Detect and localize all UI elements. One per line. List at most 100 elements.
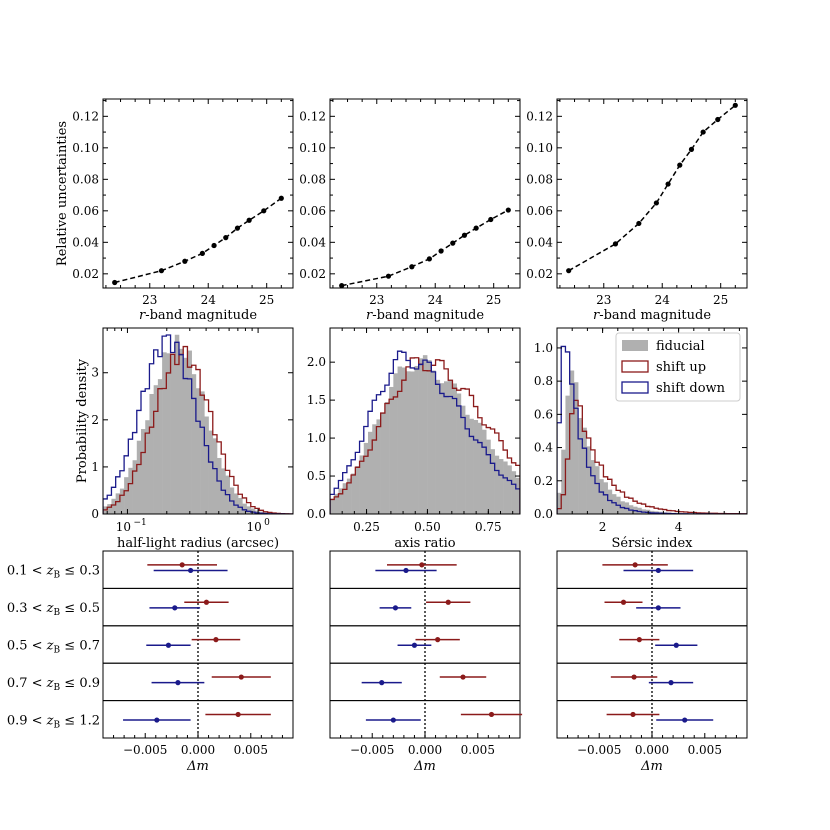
fiducial-bar xyxy=(444,381,449,514)
fiducial-bar xyxy=(389,386,394,514)
histogram-bars xyxy=(330,350,520,514)
fiducial-bar xyxy=(166,353,171,514)
shift-up-point xyxy=(630,711,636,718)
shift-up-point xyxy=(203,599,210,605)
x-tick-label: 23 xyxy=(596,293,611,307)
x-axis-label: Δm xyxy=(413,759,436,774)
uncertainty-line xyxy=(341,209,509,287)
y-tick-label: 0.06 xyxy=(72,204,99,218)
y-tick-label: 1.0 xyxy=(534,341,553,355)
fiducial-bar xyxy=(250,508,256,514)
y-tick-label: 0.8 xyxy=(534,374,553,388)
uncertainty-point xyxy=(566,268,572,274)
fiducial-bar xyxy=(149,393,154,514)
x-tick-label: 23 xyxy=(142,293,157,307)
fiducial-bar xyxy=(397,366,403,514)
fiducial-bar xyxy=(473,420,479,514)
x-tick-label: 0.005 xyxy=(234,743,268,757)
fiducial-bar xyxy=(569,370,575,514)
shift-down-point xyxy=(172,605,178,611)
legend-swatch-fiducial xyxy=(622,340,648,351)
fiducial-bar xyxy=(111,498,116,514)
x-tick-label: 24 xyxy=(201,293,217,307)
y-tick-label: 0.4 xyxy=(534,441,553,455)
shift-down-point xyxy=(403,567,409,574)
fiducial-bar xyxy=(330,498,335,514)
legend: fiducial shift up shift down xyxy=(615,332,741,402)
fiducial-bar xyxy=(368,431,373,514)
shift-up-point xyxy=(179,562,185,568)
fiducial-bar xyxy=(170,354,176,514)
fiducial-bar xyxy=(153,385,159,514)
y-tick-label: 0.02 xyxy=(526,267,553,281)
fiducial-bar xyxy=(486,439,491,514)
fiducial-bar xyxy=(376,419,381,514)
fiducial-bar xyxy=(557,492,562,514)
fiducial-bar xyxy=(393,373,398,514)
x-tick-label: 25 xyxy=(259,293,274,307)
shift-down-point xyxy=(390,717,396,723)
x-tick-label: 4 xyxy=(675,520,683,534)
fiducial-bar xyxy=(342,483,348,514)
fiducial-bar xyxy=(132,460,138,514)
fiducial-bar xyxy=(406,371,411,514)
uncertainty-point xyxy=(261,208,267,214)
fiducial-bar xyxy=(401,367,407,514)
y-tick-label: 0.02 xyxy=(72,267,99,281)
x-axis-label: Δm xyxy=(640,759,663,774)
y-tick-label: 0.5 xyxy=(307,469,326,483)
fiducial-bar xyxy=(334,493,339,514)
fiducial-bar xyxy=(238,497,243,514)
uncertainty-panel: 0.02 0.04 0.06 0.08 0.10 0.12 23 24 25r-band mag… xyxy=(299,98,521,323)
fiducial-bar xyxy=(494,455,500,514)
fiducial-bar xyxy=(187,350,192,514)
shift-down-histogram xyxy=(330,350,520,514)
fiducial-bar xyxy=(115,493,121,514)
fiducial-bar xyxy=(590,460,596,514)
x-tick-label: 0.005 xyxy=(461,743,495,757)
uncertainty-point xyxy=(732,102,738,108)
fiducial-bar xyxy=(460,405,466,514)
fiducial-bar xyxy=(107,504,112,514)
fiducial-bar xyxy=(217,457,222,514)
uncertainty-point xyxy=(385,273,392,279)
uncertainty-point xyxy=(665,181,671,187)
legend-swatch-shift-up xyxy=(621,360,649,373)
y-tick-label: 2.0 xyxy=(307,355,326,369)
fiducial-bar xyxy=(145,420,150,514)
uncertainty-point xyxy=(278,195,284,201)
uncertainty-point xyxy=(182,258,188,264)
fiducial-bar xyxy=(456,393,462,514)
fiducial-bar xyxy=(498,459,504,514)
x-axis-label: r-band magnitude xyxy=(593,308,711,323)
fiducial-bar xyxy=(507,465,512,514)
x-tick-label: 25 xyxy=(713,293,728,307)
uncertainty-point xyxy=(199,250,205,256)
shift-down-point xyxy=(655,605,661,611)
x-tick-label: 25 xyxy=(486,293,501,307)
fiducial-bar xyxy=(359,455,365,514)
x-tick-label: 0.25 xyxy=(353,520,380,534)
shift-up-point xyxy=(488,711,495,718)
fiducial-bar xyxy=(586,446,592,514)
shift-down-point xyxy=(175,680,181,686)
y-tick-label: 3 xyxy=(91,366,99,380)
fiducial-bar xyxy=(595,466,600,514)
y-tick-label: 1.5 xyxy=(307,393,326,407)
shift-up-point xyxy=(435,637,441,643)
shift-down-point xyxy=(411,642,418,648)
legend-label: fiducial xyxy=(656,339,705,354)
x-tick-label: 10 xyxy=(116,520,131,534)
uncertainty-point xyxy=(426,256,432,262)
shift-up-histogram xyxy=(103,345,293,514)
x-axis-label: Δm xyxy=(186,759,209,774)
uncertainty-point xyxy=(636,220,642,227)
fiducial-bar xyxy=(363,442,369,514)
legend-swatch-shift-down xyxy=(621,381,649,394)
uncertainty-point xyxy=(612,241,619,247)
uncertainty-point xyxy=(488,216,494,223)
fiducial-bar xyxy=(603,482,608,514)
histogram-panel: 0.0 0.5 1.0 1.5 2.0 0.25 0.50 0.75 axis ratio xyxy=(307,327,521,551)
y-tick-label: 0.12 xyxy=(72,109,99,123)
